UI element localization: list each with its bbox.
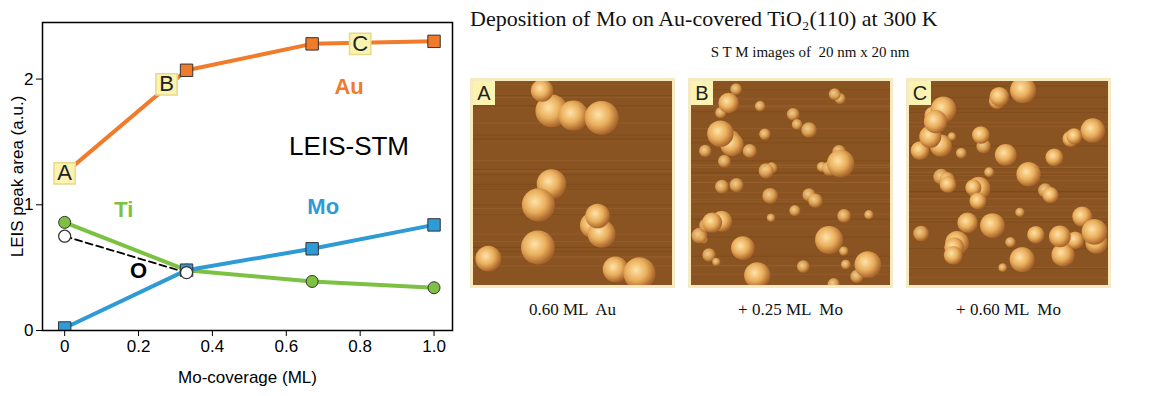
html-text:+ 0.60 ML Mo: + 0.60 ML Mo — [956, 300, 1061, 319]
svg-text:1.0: 1.0 — [422, 337, 446, 356]
svg-text:LEIS-STM: LEIS-STM — [289, 131, 409, 161]
svg-text:0.4: 0.4 — [201, 337, 225, 356]
svg-text:Au: Au — [334, 74, 363, 99]
html-text:+ 0.25 ML Mo: + 0.25 ML Mo — [738, 300, 843, 319]
html-text:Deposition of Mo on Au-covered: Deposition of Mo on Au-covered TiO₂(110)… — [470, 6, 938, 31]
svg-text:2: 2 — [24, 70, 33, 89]
svg-text:0.6: 0.6 — [274, 337, 298, 356]
svg-text:0.8: 0.8 — [348, 337, 372, 356]
svg-text:Mo: Mo — [307, 194, 339, 219]
svg-text:0: 0 — [24, 321, 33, 340]
svg-text:C: C — [913, 82, 927, 104]
svg-text:1: 1 — [24, 195, 34, 215]
svg-text:0.2: 0.2 — [127, 337, 151, 356]
svg-text:A: A — [57, 160, 72, 185]
svg-text:C: C — [352, 31, 368, 56]
svg-text:Ti: Ti — [114, 197, 133, 222]
html-text:S T M images of 20 nm x 20 nm: S T M images of 20 nm x 20 nm — [710, 44, 910, 60]
html-text:0.60 ML Au: 0.60 ML Au — [528, 300, 617, 319]
svg-text:0: 0 — [60, 337, 69, 356]
svg-text:B: B — [159, 71, 174, 96]
svg-text:B: B — [695, 82, 708, 104]
svg-text:LEIS peak area (a.u.): LEIS peak area (a.u.) — [8, 96, 27, 258]
svg-text:A: A — [477, 82, 491, 104]
svg-text:O: O — [130, 258, 147, 283]
svg-text:Mo-coverage (ML): Mo-coverage (ML) — [178, 368, 317, 387]
